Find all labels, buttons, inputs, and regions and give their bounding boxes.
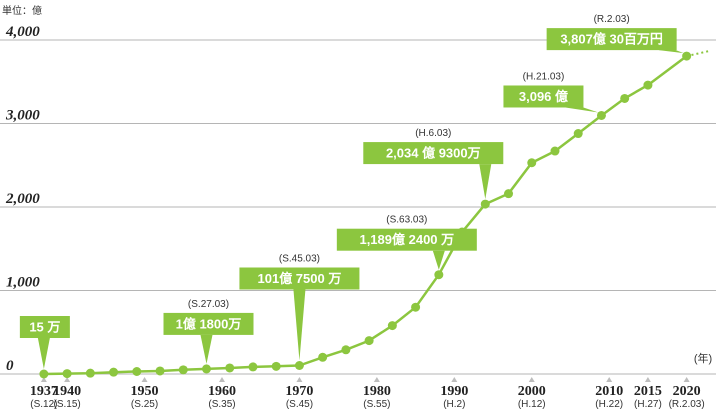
callout-box <box>546 28 677 51</box>
unit-label: 単位：億 <box>2 6 42 17</box>
callout-era-label: (S.27.03) <box>188 299 229 310</box>
callout-pointer <box>565 105 599 113</box>
x-axis-marker <box>606 377 613 382</box>
data-point <box>620 93 630 103</box>
x-era-label: (S.12) <box>30 399 57 410</box>
data-point <box>132 366 142 376</box>
data-point <box>596 110 606 120</box>
x-tick-label: 1980 <box>363 384 391 399</box>
callout-era-label: (H.21.03) <box>523 71 565 82</box>
x-tick-label: 1990 <box>440 384 468 399</box>
data-point <box>434 270 444 280</box>
callout-pointer <box>293 289 306 361</box>
x-era-label: (S.25) <box>131 399 158 410</box>
callout-box <box>336 228 477 251</box>
x-axis-marker <box>644 377 651 382</box>
x-axis-marker <box>373 377 380 382</box>
x-tick-label: 1970 <box>285 384 313 399</box>
x-tick-label: 2020 <box>673 384 701 399</box>
callout-pointer <box>479 164 492 200</box>
data-point <box>550 146 560 156</box>
x-axis-marker <box>451 377 458 382</box>
data-point <box>318 352 328 362</box>
callout-pointer <box>37 337 50 369</box>
callout-label: 3,807億 30百万円 <box>560 32 663 47</box>
x-tick-label: 1937 <box>30 384 58 399</box>
year-suffix-label: (年) <box>694 351 712 365</box>
x-axis-marker <box>528 377 535 382</box>
callout-label: 1億 1800万 <box>176 316 242 331</box>
data-point <box>480 199 490 209</box>
data-point <box>341 345 351 355</box>
x-tick-label: 2010 <box>595 384 623 399</box>
callout-label: 101億 7500 万 <box>258 271 342 286</box>
callout-box <box>19 315 70 338</box>
data-point <box>225 363 235 373</box>
series-line <box>43 55 688 376</box>
x-axis-marker <box>683 377 690 382</box>
callout-era-label: (R.2.03) <box>594 14 630 25</box>
y-tick-label: 3,000 <box>5 108 40 124</box>
callout-era-label: (S.63.03) <box>386 215 427 226</box>
data-point <box>202 364 211 374</box>
x-era-label: (H.27) <box>634 399 662 410</box>
x-axis-marker <box>218 377 225 382</box>
x-era-label: (S.45) <box>286 399 313 410</box>
callout-pointer <box>432 250 445 270</box>
callout-era-label: (S.45.03) <box>279 254 320 265</box>
callout-box <box>239 267 360 290</box>
callout-pointer <box>200 334 213 364</box>
x-era-label: (S.35) <box>208 399 235 410</box>
callout-label: 1,189億 2400 万 <box>359 232 454 247</box>
callout-box <box>163 312 254 335</box>
x-era-label: (S.15) <box>53 399 80 410</box>
y-tick-label: 2,000 <box>5 191 40 207</box>
x-tick-label: 1950 <box>131 384 159 399</box>
data-point <box>294 361 304 371</box>
x-axis-marker <box>40 377 47 382</box>
x-axis-marker <box>296 377 303 382</box>
data-point <box>527 158 537 168</box>
callout-label: 3,096 億 <box>519 89 568 104</box>
y-tick-label: 4,000 <box>5 24 40 40</box>
data-point <box>39 369 49 379</box>
data-point <box>387 321 397 331</box>
data-point <box>109 367 119 377</box>
y-tick-label: 1,000 <box>6 275 40 291</box>
data-point <box>682 51 692 61</box>
x-era-label: (S.55) <box>363 399 390 410</box>
data-point <box>248 362 258 372</box>
x-tick-label: 2000 <box>518 384 546 399</box>
callout-label: 15 万 <box>29 319 60 334</box>
data-point <box>62 369 72 379</box>
callout-box <box>503 85 584 108</box>
x-axis-marker <box>64 377 71 382</box>
data-point <box>178 365 188 375</box>
data-point <box>504 189 514 199</box>
data-point <box>271 361 281 371</box>
x-tick-label: 2015 <box>634 384 662 399</box>
x-era-label: (H.12) <box>518 399 546 410</box>
callout-era-label: (H.6.03) <box>415 128 451 139</box>
x-era-label: (R.2.03) <box>669 399 705 410</box>
x-tick-label: 1960 <box>208 384 236 399</box>
callout-label: 2,034 億 9300万 <box>386 146 481 161</box>
x-era-label: (H.2) <box>443 399 465 410</box>
y-tick-label: 0 <box>6 358 14 374</box>
data-point <box>573 129 583 139</box>
projection-line <box>686 49 711 58</box>
callout-box <box>363 142 504 165</box>
data-point <box>155 366 165 376</box>
data-point <box>364 336 374 346</box>
data-point <box>85 368 95 378</box>
x-axis-marker <box>141 377 148 382</box>
x-era-label: (H.22) <box>595 399 623 410</box>
x-tick-label: 1940 <box>53 384 81 399</box>
data-point <box>643 80 653 90</box>
data-point <box>411 302 421 312</box>
callout-pointer <box>658 48 684 54</box>
